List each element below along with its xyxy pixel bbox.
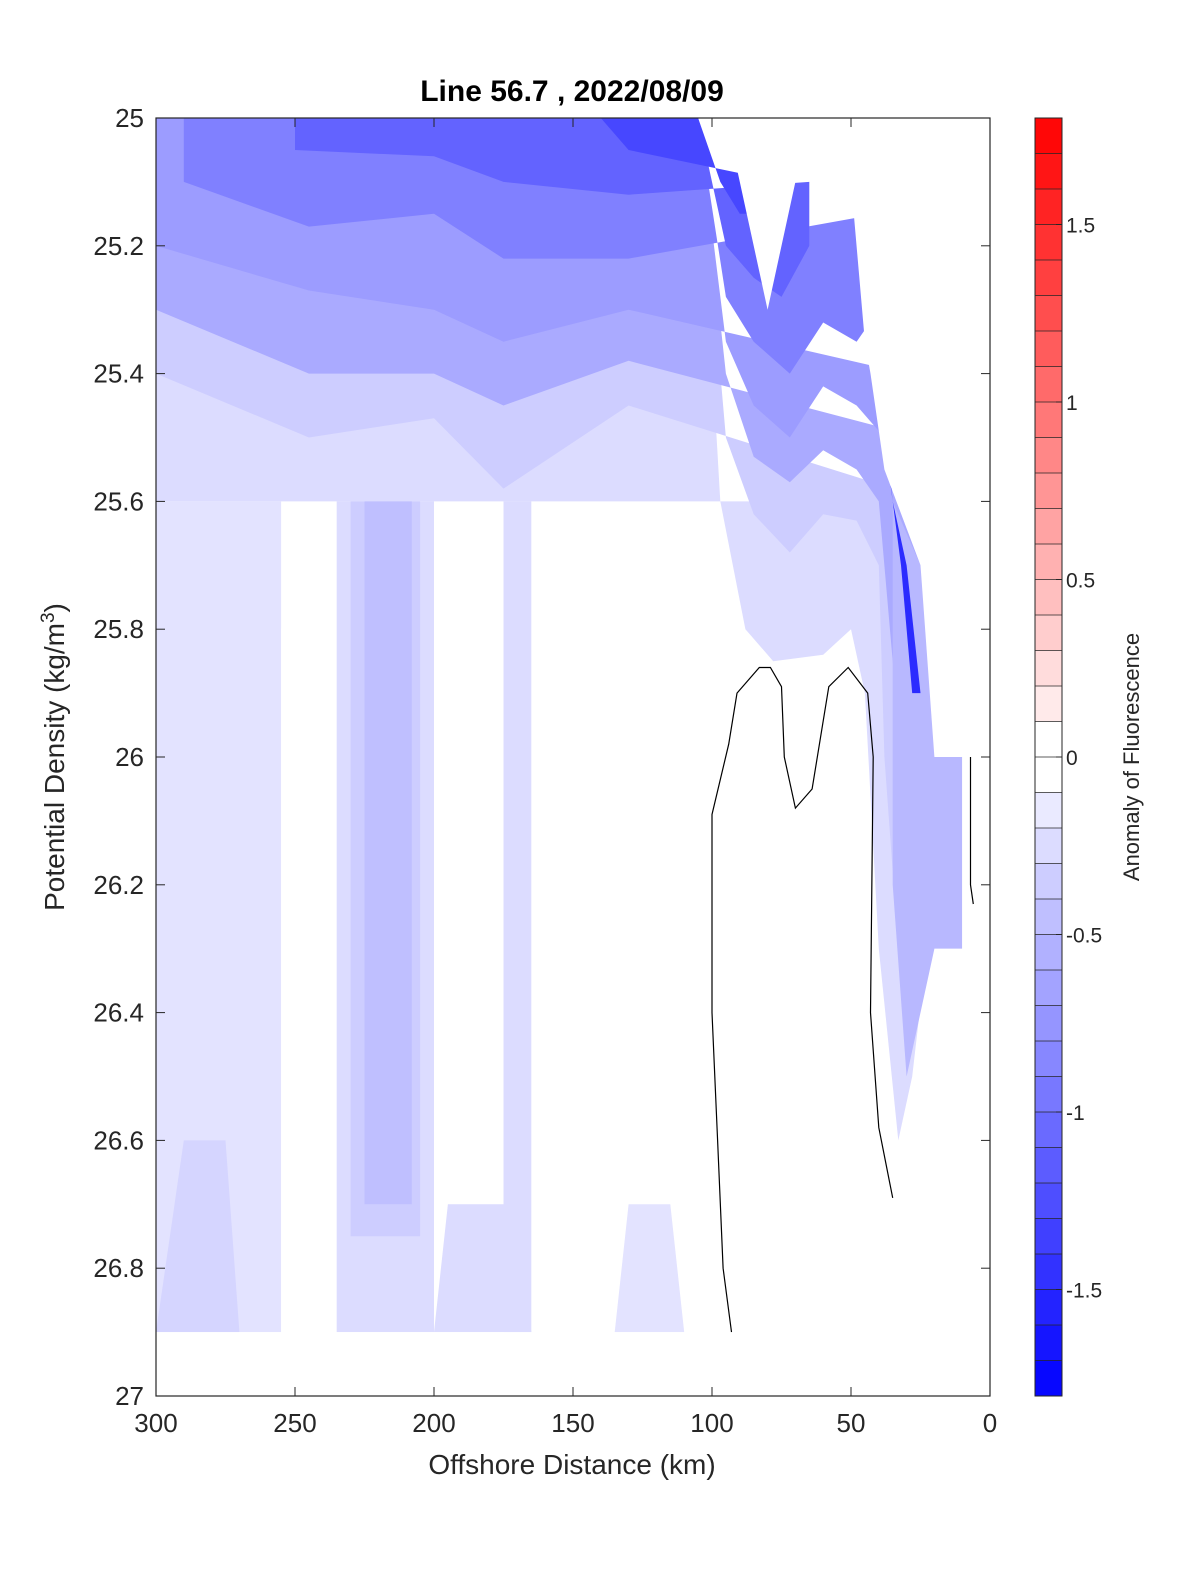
- white-core-band-0: [281, 565, 323, 1333]
- colorbar-segment-7: [1035, 366, 1062, 402]
- x-axis: 300 250 200 150 100 50 0: [134, 118, 997, 1438]
- x-tick-label-4: 100: [690, 1408, 733, 1438]
- x-tick-label-5: 50: [837, 1408, 866, 1438]
- contour-band-11: [156, 501, 282, 1333]
- y-axis-label-end: ): [39, 603, 70, 612]
- colorbar-segment-13: [1035, 579, 1062, 615]
- y-tick-label-0: 25: [115, 103, 144, 133]
- colorbar-tick-label-4: -0.5: [1066, 925, 1102, 948]
- x-tick-label-0: 300: [134, 1408, 177, 1438]
- colorbar-tick-label-1: 1: [1066, 392, 1078, 415]
- colorbar-segment-23: [1035, 934, 1062, 970]
- colorbar-segment-11: [1035, 508, 1062, 544]
- contour-band-13: [434, 1204, 532, 1333]
- colorbar-segment-30: [1035, 1183, 1062, 1219]
- x-tick-label-6: 0: [983, 1408, 997, 1438]
- colorbar-tick-label-6: -1.5: [1066, 1280, 1102, 1303]
- colorbar-segment-1: [1035, 153, 1062, 189]
- colorbar-segment-22: [1035, 899, 1062, 935]
- colorbar-label: Anomaly of Fluorescence: [1119, 633, 1144, 881]
- no-data-mask-0: [156, 1332, 990, 1396]
- contour-band-16: [878, 373, 921, 694]
- colorbar-segment-18: [1035, 757, 1062, 793]
- colorbar: 1.5 1 0.5 0 -0.5 -1 -1.5: [1034, 117, 1102, 1397]
- colorbar-segment-25: [1035, 1005, 1062, 1041]
- x-tick-label-1: 250: [273, 1408, 316, 1438]
- colorbar-segment-19: [1035, 792, 1062, 828]
- colorbar-tick-label-0: 1.5: [1066, 215, 1095, 238]
- colorbar-tick-label-3: 0: [1066, 747, 1078, 770]
- y-tick-label-4: 25.8: [93, 614, 144, 644]
- colorbar-segment-12: [1035, 544, 1062, 580]
- contour-band-12: [156, 1140, 240, 1333]
- colorbar-segment-21: [1035, 863, 1062, 899]
- colorbar-segment-5: [1035, 295, 1062, 331]
- contour-band-14: [614, 1204, 685, 1333]
- y-tick-label-9: 26.8: [93, 1253, 144, 1283]
- white-core-band-1: [559, 661, 601, 1333]
- y-tick-label-5: 26: [115, 742, 144, 772]
- colorbar-segment-10: [1035, 473, 1062, 509]
- zero-contour-line-0: [711, 666, 894, 1333]
- colorbar-tick-label-2: 0.5: [1066, 570, 1095, 593]
- colorbar-segment-20: [1035, 828, 1062, 864]
- colorbar-segment-15: [1035, 650, 1062, 686]
- contour-band-6: [600, 118, 782, 214]
- colorbar-segment-26: [1035, 1041, 1062, 1077]
- y-tick-label-6: 26.2: [93, 870, 144, 900]
- contour-band-9: [364, 501, 412, 1205]
- colorbar-segment-9: [1035, 437, 1062, 473]
- colorbar-segment-8: [1035, 402, 1062, 438]
- colorbar-segment-17: [1035, 721, 1062, 757]
- x-tick-label-3: 150: [551, 1408, 594, 1438]
- colorbar-segment-31: [1035, 1218, 1062, 1254]
- colorbar-segment-14: [1035, 615, 1062, 651]
- zero-contour-layer: [711, 666, 974, 1333]
- colorbar-segment-34: [1035, 1325, 1062, 1361]
- colorbar-segment-32: [1035, 1254, 1062, 1290]
- colorbar-segment-16: [1035, 686, 1062, 722]
- contour-band-2: [156, 118, 921, 949]
- colorbar-segment-2: [1035, 189, 1062, 225]
- colorbar-segment-4: [1035, 260, 1062, 296]
- x-tick-label-2: 200: [412, 1408, 455, 1438]
- y-axis-label-superscript: 3: [38, 612, 59, 623]
- zero-contour-line-1: [969, 757, 974, 905]
- colorbar-segment-6: [1035, 331, 1062, 367]
- colorbar-tick-label-5: -1: [1066, 1102, 1085, 1125]
- no-data-mask-1: [725, 118, 990, 1333]
- y-tick-label-10: 27: [115, 1381, 144, 1411]
- colorbar-segment-0: [1035, 118, 1062, 154]
- y-axis: 25 25.2 25.4 25.6 25.8 26 26.2 26.4 26.6 26.8 27: [93, 103, 990, 1411]
- colorbar-segment-33: [1035, 1289, 1062, 1325]
- chart-title: Line 56.7 , 2022/08/09: [420, 75, 724, 108]
- contour-fill-layer: [156, 118, 990, 1396]
- contour-band-5: [295, 118, 810, 297]
- x-axis-label: Offshore Distance (km): [428, 1449, 715, 1480]
- y-tick-label-8: 26.6: [93, 1125, 144, 1155]
- colorbar-segment-27: [1035, 1076, 1062, 1112]
- colorbar-segment-29: [1035, 1147, 1062, 1183]
- colorbar-segment-28: [1035, 1112, 1062, 1148]
- contour-band-10: [503, 501, 532, 1333]
- y-axis-label-main: Potential Density (kg/m: [39, 623, 70, 911]
- y-tick-label-7: 26.4: [93, 998, 144, 1028]
- colorbar-segment-24: [1035, 970, 1062, 1006]
- colorbar-segment-3: [1035, 224, 1062, 260]
- colorbar-segment-35: [1035, 1360, 1062, 1396]
- y-axis-label: Potential Density (kg/m3): [38, 603, 70, 911]
- y-tick-label-1: 25.2: [93, 231, 144, 261]
- y-tick-label-3: 25.6: [93, 486, 144, 516]
- y-tick-label-2: 25.4: [93, 359, 144, 389]
